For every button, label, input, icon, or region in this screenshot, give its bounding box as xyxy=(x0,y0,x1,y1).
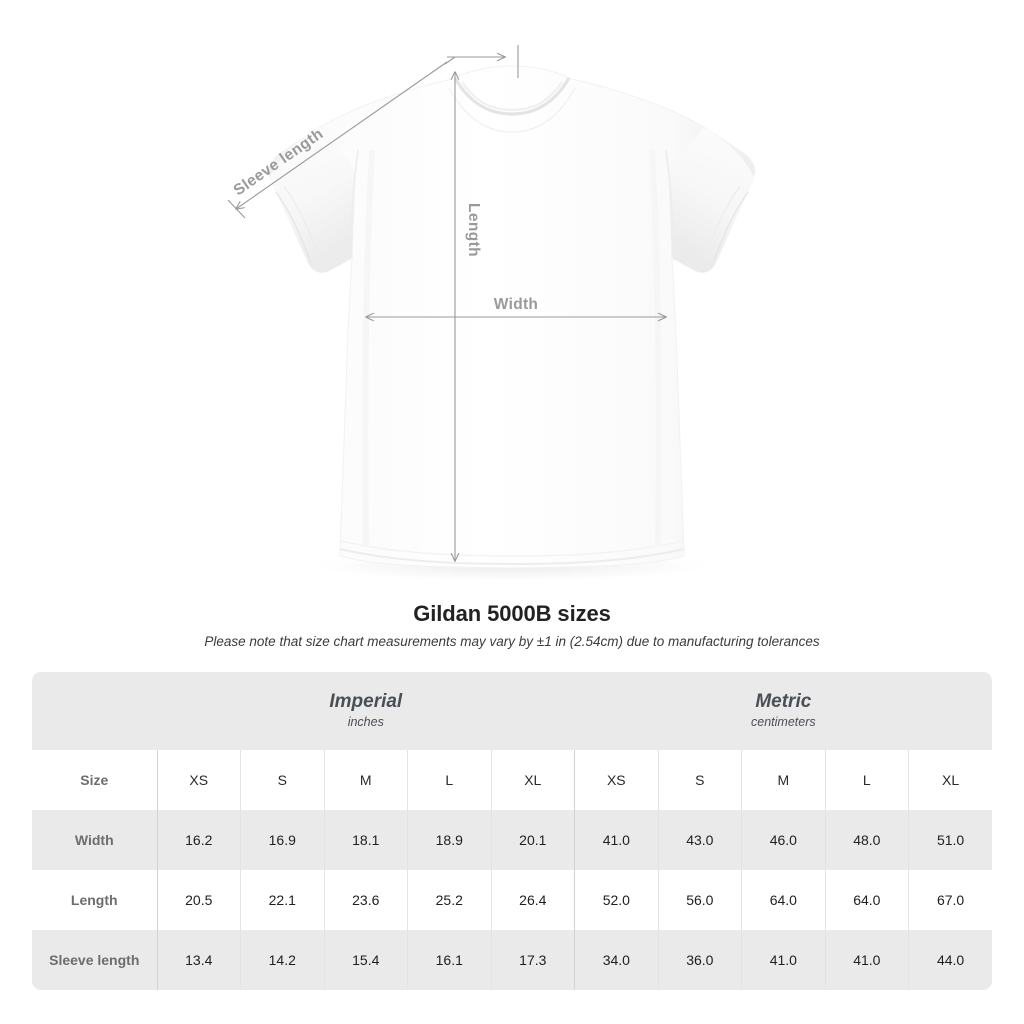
unit-header-spacer xyxy=(32,672,157,750)
length-label: Length xyxy=(465,203,482,257)
collar-outer xyxy=(453,77,571,116)
fabric-fold-left xyxy=(362,149,375,546)
size-header-cell: M xyxy=(741,750,826,810)
left-sleeve-hem-inner xyxy=(283,185,320,257)
size-header-cell: M xyxy=(323,750,408,810)
table-cell: 20.1 xyxy=(490,810,575,870)
size-header-cell: L xyxy=(824,750,909,810)
table-cell: 64.0 xyxy=(824,870,909,930)
unit-group-imperial-name: Imperial xyxy=(329,690,403,712)
left-armhole-seam xyxy=(350,149,359,259)
tshirt-diagram-area: Sleeve length Length Width xyxy=(227,45,756,582)
sleeve-length-arrow xyxy=(236,61,448,209)
left-sleeve xyxy=(270,127,356,273)
table-cell: 48.0 xyxy=(824,810,909,870)
table-cell: 44.0 xyxy=(908,930,992,990)
table-cell: 23.6 xyxy=(323,870,408,930)
row-label-sleeve-length: Sleeve length xyxy=(32,930,157,990)
table-cell: 36.0 xyxy=(657,930,742,990)
size-chart-table: Imperial inches Metric centimeters Size … xyxy=(32,672,992,990)
size-header-label: Size xyxy=(32,750,157,810)
table-cell: 17.3 xyxy=(490,930,575,990)
unit-group-header-row: Imperial inches Metric centimeters xyxy=(32,672,992,750)
right-sleeve-hem-inner xyxy=(704,185,741,257)
size-header-cell: XL xyxy=(490,750,575,810)
collar-inner xyxy=(461,81,563,112)
table-cell: 15.4 xyxy=(323,930,408,990)
table-cell: 56.0 xyxy=(657,870,742,930)
left-sleeve-hem xyxy=(275,191,312,263)
size-chart-table-container: Imperial inches Metric centimeters Size … xyxy=(32,672,992,990)
width-label: Width xyxy=(494,296,538,313)
size-header-row: Size XS S M L XL XS S M L XL xyxy=(32,750,992,810)
unit-group-imperial-sub: inches xyxy=(347,714,384,729)
unit-group-metric: Metric centimeters xyxy=(574,672,992,750)
table-cell: 64.0 xyxy=(741,870,826,930)
table-cell: 18.9 xyxy=(407,810,491,870)
size-header-cell: S xyxy=(240,750,324,810)
table-row: Sleeve length 13.4 14.2 15.4 16.1 17.3 3… xyxy=(32,930,992,990)
size-header-cell: XS xyxy=(574,750,659,810)
collar-stitch xyxy=(448,87,576,133)
bottom-hem-stitch xyxy=(340,540,684,557)
table-row: Width 16.2 16.9 18.1 18.9 20.1 41.0 43.0… xyxy=(32,810,992,870)
page-title: Gildan 5000B sizes xyxy=(413,601,611,626)
table-cell: 51.0 xyxy=(908,810,992,870)
table-cell: 41.0 xyxy=(741,930,826,990)
table-cell: 26.4 xyxy=(490,870,575,930)
table-cell: 18.1 xyxy=(323,810,408,870)
tolerance-note: Please note that size chart measurements… xyxy=(204,634,820,649)
table-cell: 67.0 xyxy=(908,870,992,930)
table-cell: 13.4 xyxy=(156,930,241,990)
fabric-fold-right xyxy=(649,149,662,546)
row-label-width: Width xyxy=(32,810,157,870)
size-header-cell: S xyxy=(657,750,742,810)
bottom-hem xyxy=(339,548,685,566)
unit-group-imperial: Imperial inches xyxy=(157,672,575,750)
table-cell: 16.1 xyxy=(407,930,491,990)
size-header-cell: L xyxy=(407,750,491,810)
row-label-length: Length xyxy=(32,870,157,930)
table-cell: 34.0 xyxy=(574,930,659,990)
table-cell: 41.0 xyxy=(574,810,659,870)
right-sleeve-hem xyxy=(712,191,749,263)
table-cell: 46.0 xyxy=(741,810,826,870)
tshirt-illustration: Sleeve length Length Width xyxy=(227,45,756,582)
table-cell: 41.0 xyxy=(824,930,909,990)
table-cell: 43.0 xyxy=(657,810,742,870)
sleeve-length-end-tick xyxy=(227,199,246,219)
table-cell: 22.1 xyxy=(240,870,324,930)
size-header-cell: XS xyxy=(156,750,241,810)
table-cell: 52.0 xyxy=(574,870,659,930)
table-cell: 16.2 xyxy=(156,810,241,870)
table-cell: 20.5 xyxy=(156,870,241,930)
table-row: Length 20.5 22.1 23.6 25.2 26.4 52.0 56.… xyxy=(32,870,992,930)
unit-group-metric-name: Metric xyxy=(755,690,812,712)
table-cell: 16.9 xyxy=(240,810,324,870)
table-cell: 14.2 xyxy=(240,930,324,990)
right-sleeve xyxy=(668,127,754,273)
unit-group-metric-sub: centimeters xyxy=(751,714,816,729)
right-armhole-seam xyxy=(665,149,674,259)
table-cell: 25.2 xyxy=(407,870,491,930)
size-header-cell: XL xyxy=(908,750,992,810)
width-measure: Width xyxy=(366,296,666,317)
